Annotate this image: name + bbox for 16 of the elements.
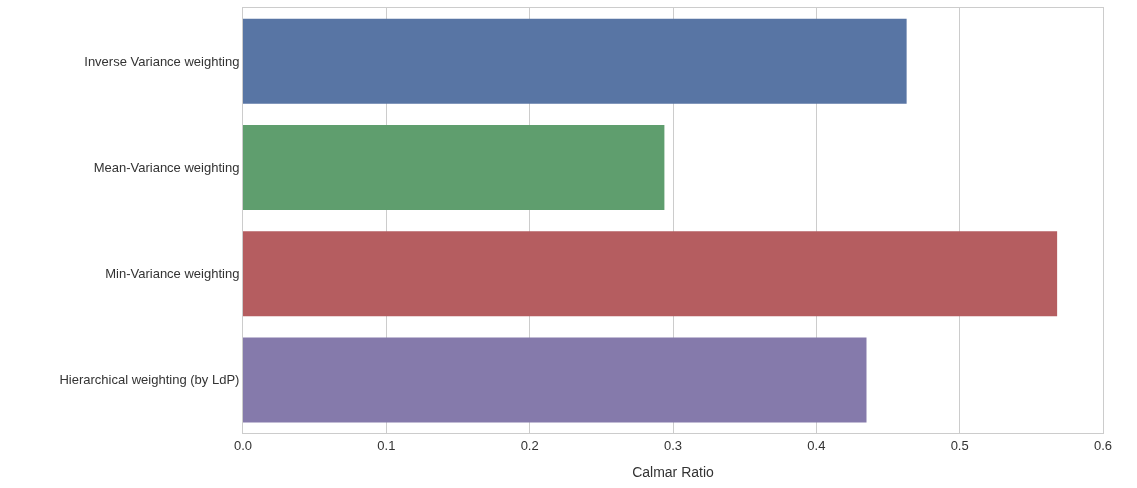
x-tick-label: 0.3 [663,437,683,453]
x-tick-label: 0.0 [233,437,253,453]
x-tick-label: 0.1 [377,437,396,453]
bar [243,18,907,104]
bar [243,124,665,210]
x-tick-label: 0.4 [807,437,826,453]
y-tick-label: Hierarchical weighting (by LdP) [59,372,240,388]
y-tick-label: Mean-Variance weighting [93,159,240,175]
x-tick-label: 0.2 [520,437,539,453]
y-tick-label: Inverse Variance weighting [84,53,240,69]
x-tick-label: 0.6 [1093,437,1113,453]
y-tick-label: Min-Variance weighting [105,266,240,282]
bar [243,231,1058,317]
bar [243,337,867,423]
x-axis-title: Calmar Ratio [632,463,715,480]
x-tick-label: 0.5 [950,437,969,453]
